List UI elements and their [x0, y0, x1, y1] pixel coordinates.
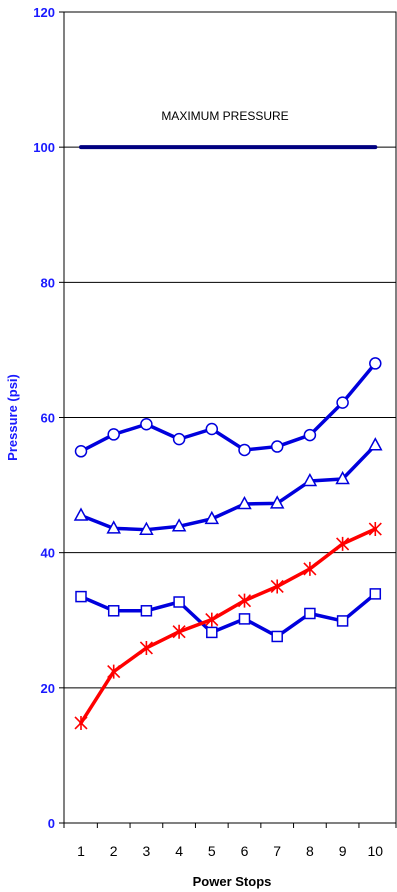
square-marker: [238, 613, 251, 625]
y-axis: 0 20 40 60 80 100 120: [33, 5, 64, 831]
square-marker: [304, 607, 316, 620]
square-marker: [173, 596, 185, 608]
square-marker: [271, 630, 283, 643]
series-line: [79, 443, 378, 532]
asterisk-marker: [205, 612, 219, 627]
asterisk-marker: [303, 561, 317, 576]
triangle-marker: [171, 518, 187, 532]
circle-marker: [303, 428, 317, 442]
series-line: [79, 592, 378, 639]
series-asterisk: [74, 522, 382, 730]
square-marker: [107, 605, 120, 617]
square-marker: [206, 626, 218, 639]
x-tick-label: 10: [368, 843, 384, 859]
circle-marker: [172, 432, 186, 446]
triangle-marker: [302, 472, 318, 487]
asterisk-marker: [139, 640, 153, 655]
triangle-marker: [335, 470, 350, 485]
square-marker: [336, 615, 349, 627]
y-tick-label: 120: [33, 5, 55, 20]
square-marker: [75, 590, 87, 603]
triangle-marker: [269, 495, 285, 509]
circle-marker: [107, 428, 120, 441]
x-tick-label: 2: [110, 843, 118, 859]
triangle-marker: [368, 437, 383, 451]
series-line: [79, 527, 378, 725]
circle-marker: [238, 443, 251, 457]
maximum-pressure-label: MAXIMUM PRESSURE: [161, 109, 288, 123]
circle-marker: [369, 357, 382, 370]
circle-marker: [270, 440, 284, 453]
y-tick-label: 100: [33, 140, 55, 155]
asterisk-marker: [237, 593, 252, 608]
y-tick-label: 80: [41, 275, 55, 290]
triangle-marker: [73, 507, 89, 521]
y-tick-label: 20: [41, 681, 55, 696]
y-tick-label: 60: [41, 411, 55, 426]
asterisk-marker: [107, 664, 121, 679]
square-marker: [140, 605, 153, 617]
circle-marker: [205, 422, 219, 436]
series-circle: [74, 357, 382, 458]
triangle-marker: [204, 510, 220, 525]
triangle-marker: [139, 521, 154, 535]
asterisk-marker: [74, 715, 88, 730]
series-line: [79, 361, 378, 454]
y-tick-label: 40: [41, 546, 55, 561]
x-axis-title: Power Stops: [193, 874, 272, 889]
triangle-marker: [237, 495, 252, 510]
asterisk-marker: [270, 579, 284, 594]
x-tick-label: 7: [273, 843, 281, 859]
asterisk-marker: [172, 624, 186, 639]
series-group: [73, 145, 383, 730]
x-tick-label: 9: [339, 843, 347, 859]
circle-marker: [74, 445, 88, 458]
x-tick-label: 8: [306, 843, 314, 859]
series-triangle: [73, 437, 383, 535]
x-axis: 1 2 3 4 5 6 7 8 9 10: [63, 823, 397, 859]
x-tick-label: 3: [143, 843, 151, 859]
x-tick-label: 6: [241, 843, 249, 859]
asterisk-marker: [336, 536, 350, 551]
square-marker: [369, 588, 382, 600]
y-axis-title: Pressure (psi): [5, 374, 20, 461]
x-tick-label: 5: [208, 843, 216, 859]
circle-marker: [140, 418, 153, 431]
asterisk-marker: [368, 522, 382, 537]
circle-marker: [336, 396, 349, 409]
x-tick-label: 4: [175, 843, 183, 859]
y-tick-label: 0: [48, 816, 55, 831]
triangle-marker: [106, 520, 121, 534]
x-tick-label: 1: [77, 843, 85, 859]
series-square: [75, 588, 382, 643]
